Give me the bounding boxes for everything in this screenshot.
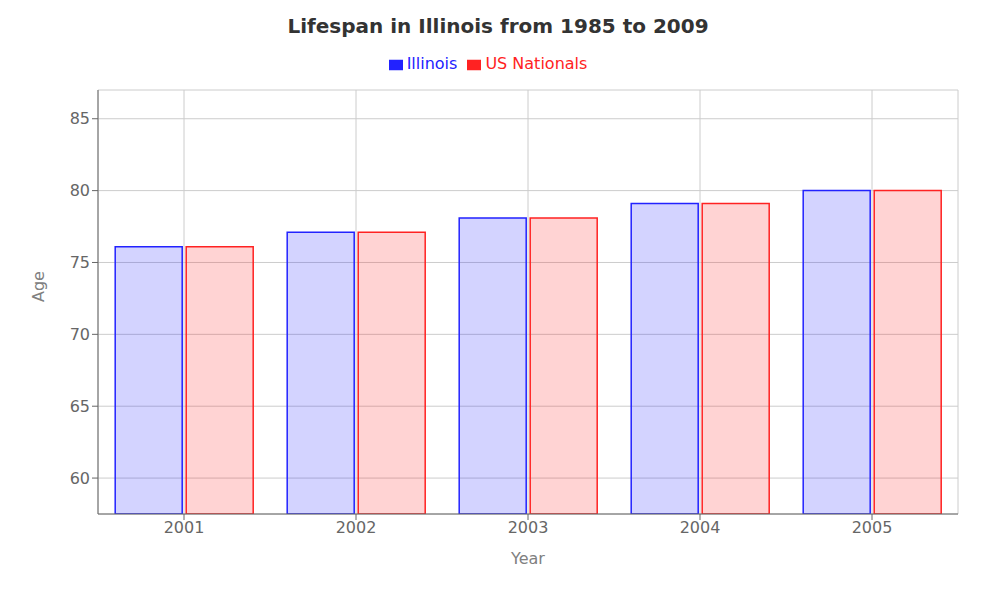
svg-text:2002: 2002: [336, 518, 377, 537]
svg-text:85: 85: [70, 109, 90, 128]
svg-text:80: 80: [70, 181, 90, 200]
svg-text:70: 70: [70, 325, 90, 344]
svg-text:2004: 2004: [680, 518, 721, 537]
html-text:US Nationals: US Nationals: [485, 54, 588, 73]
svg-text:65: 65: [70, 397, 90, 416]
svg-text:Age: Age: [29, 271, 48, 302]
html-text:Illinois: Illinois: [406, 54, 458, 73]
svg-text:75: 75: [70, 253, 90, 272]
svg-text:2005: 2005: [852, 518, 893, 537]
svg-text:60: 60: [70, 469, 90, 488]
svg-text:2003: 2003: [508, 518, 549, 537]
svg-text:2001: 2001: [164, 518, 205, 537]
svg-text:Year: Year: [510, 549, 545, 568]
html-text:Lifespan in Illinois from 1985: Lifespan in Illinois from 1985 to 2009: [287, 14, 709, 38]
